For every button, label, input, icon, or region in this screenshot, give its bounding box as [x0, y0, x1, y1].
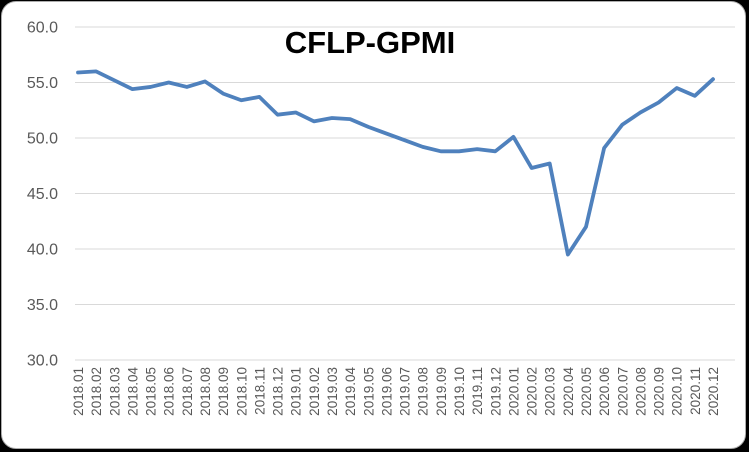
x-tick-label: 2020.10 [670, 367, 685, 416]
x-tick-label: 2020.05 [579, 367, 594, 416]
x-tick-label: 2019.12 [488, 367, 503, 416]
y-tick-label: 55.0 [27, 75, 58, 92]
x-tick-label: 2019.01 [289, 367, 304, 416]
x-tick-label: 2019.07 [398, 367, 413, 416]
x-tick-label: 2020.09 [652, 367, 667, 416]
y-axis-labels: 60.0 55.0 50.0 45.0 40.0 35.0 30.0 [27, 20, 58, 370]
x-tick-label: 2019.10 [452, 367, 467, 416]
x-tick-label: 2019.06 [379, 367, 394, 416]
x-tick-label: 2018.01 [71, 367, 86, 416]
y-tick-label: 60.0 [27, 20, 58, 37]
x-tick-label: 2018.12 [271, 367, 286, 416]
x-tick-label: 2020.04 [561, 367, 576, 416]
y-tick-label: 35.0 [27, 297, 58, 314]
y-tick-label: 40.0 [27, 242, 58, 259]
x-tick-label: 2020.01 [506, 367, 521, 416]
chart-title: CFLP-GPMI [285, 25, 456, 60]
gridlines [75, 26, 735, 361]
x-tick-label: 2018.11 [252, 367, 267, 415]
x-tick-label: 2018.08 [198, 367, 213, 416]
x-tick-label: 2018.09 [216, 367, 231, 416]
x-tick-label: 2019.05 [361, 367, 376, 416]
x-tick-label: 2019.04 [343, 367, 358, 416]
y-tick-label: 30.0 [27, 353, 58, 370]
x-tick-label: 2020.06 [597, 367, 612, 416]
pmi-line-series [76, 69, 715, 257]
x-tick-label: 2020.03 [543, 367, 558, 416]
x-axis-labels: 2018.01 2018.02 2018.03 2018.04 2018.05 2018.… [71, 367, 721, 416]
y-tick-label: 45.0 [27, 186, 58, 203]
x-tick-label: 2018.06 [162, 367, 177, 416]
x-tick-label: 2020.07 [615, 367, 630, 416]
x-tick-label: 2020.12 [706, 367, 721, 416]
x-tick-label: 2018.05 [144, 367, 159, 416]
x-tick-label: 2020.11 [688, 367, 703, 415]
x-tick-label: 2018.02 [89, 367, 104, 416]
x-tick-label: 2019.02 [307, 367, 322, 416]
x-tick-label: 2020.02 [525, 367, 540, 416]
x-tick-label: 2018.07 [180, 367, 195, 416]
x-tick-label: 2018.03 [107, 367, 122, 416]
x-tick-label: 2018.04 [125, 367, 140, 416]
y-tick-label: 50.0 [27, 131, 58, 148]
x-tick-label: 2019.11 [470, 367, 485, 415]
x-tick-label: 2018.10 [234, 367, 249, 416]
x-tick-label: 2019.03 [325, 367, 340, 416]
x-tick-label: 2019.09 [434, 367, 449, 416]
x-tick-label: 2020.08 [633, 367, 648, 416]
x-tick-label: 2019.08 [416, 367, 431, 416]
